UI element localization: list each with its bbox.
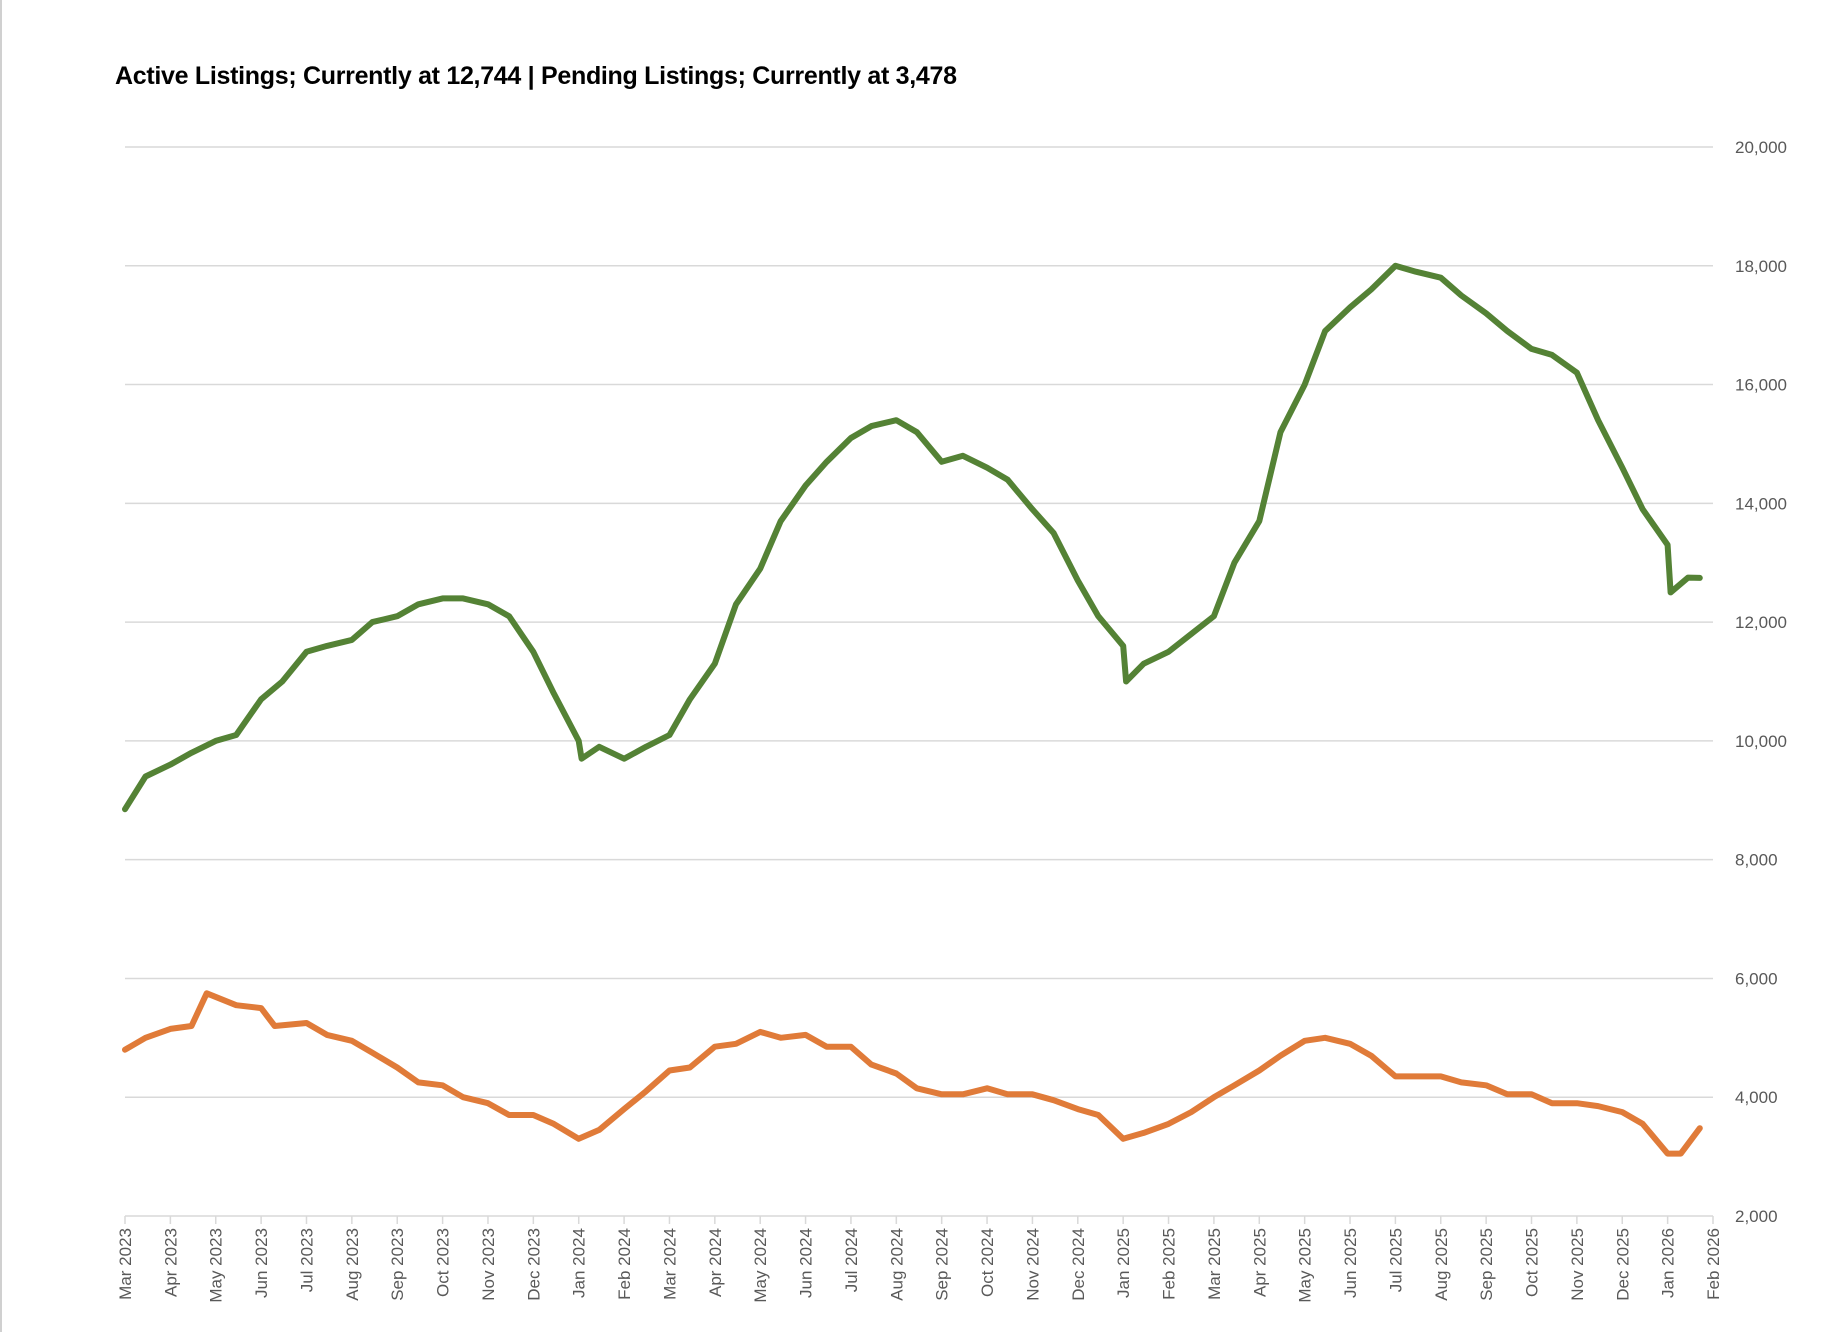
chart-title: Active Listings; Currently at 12,744 | P… xyxy=(115,62,957,90)
x-tick-label: May 2024 xyxy=(751,1228,770,1303)
x-tick-label: Apr 2023 xyxy=(161,1228,180,1297)
x-tick-label: Apr 2025 xyxy=(1250,1228,1269,1297)
y-tick-label: 14,000 xyxy=(1735,494,1787,513)
x-tick-label: Mar 2023 xyxy=(116,1228,135,1300)
x-tick-label: Nov 2023 xyxy=(479,1228,498,1301)
x-tick-label: Oct 2023 xyxy=(434,1228,453,1297)
x-tick-label: Feb 2026 xyxy=(1704,1228,1723,1300)
x-tick-label: May 2023 xyxy=(207,1228,226,1303)
y-tick-label: 20,000 xyxy=(1735,138,1787,157)
x-tick-label: Jun 2025 xyxy=(1341,1228,1360,1298)
x-tick-label: Jan 2024 xyxy=(570,1228,589,1298)
x-tick-label: Sep 2023 xyxy=(388,1228,407,1301)
y-tick-label: 10,000 xyxy=(1735,732,1787,751)
x-tick-label: Sep 2025 xyxy=(1477,1228,1496,1301)
y-tick-label: 12,000 xyxy=(1735,613,1787,632)
x-tick-label: Jul 2023 xyxy=(297,1228,316,1292)
x-tick-label: Nov 2024 xyxy=(1023,1228,1042,1301)
y-tick-label: 18,000 xyxy=(1735,257,1787,276)
x-tick-label: Aug 2023 xyxy=(343,1228,362,1301)
x-tick-label: May 2025 xyxy=(1296,1228,1315,1303)
x-tick-label: Feb 2024 xyxy=(615,1228,634,1300)
x-tick-label: Jun 2023 xyxy=(252,1228,271,1298)
y-tick-label: 6,000 xyxy=(1735,969,1778,988)
x-tick-label: Jul 2024 xyxy=(842,1228,861,1292)
x-tick-label: Dec 2023 xyxy=(524,1228,543,1301)
y-tick-label: 2,000 xyxy=(1735,1207,1778,1226)
x-tick-label: Dec 2025 xyxy=(1613,1228,1632,1301)
x-tick-label: Aug 2024 xyxy=(887,1228,906,1301)
pending-listings-line xyxy=(122,990,1703,1157)
x-tick-label: Apr 2024 xyxy=(706,1228,725,1297)
x-tick-label: Jan 2025 xyxy=(1114,1228,1133,1298)
x-tick-label: Feb 2025 xyxy=(1160,1228,1179,1300)
x-tick-label: Oct 2025 xyxy=(1523,1228,1542,1297)
x-tick-label: Aug 2025 xyxy=(1432,1228,1451,1301)
y-tick-label: 4,000 xyxy=(1735,1088,1778,1107)
x-tick-label: Oct 2024 xyxy=(978,1228,997,1297)
x-tick-label: Sep 2024 xyxy=(933,1228,952,1301)
x-tick-label: Mar 2024 xyxy=(660,1228,679,1300)
active-listings-line xyxy=(122,262,1703,813)
y-tick-label: 16,000 xyxy=(1735,376,1787,395)
x-tick-label: Jun 2024 xyxy=(797,1228,816,1298)
y-tick-label: 8,000 xyxy=(1735,851,1778,870)
x-tick-label: Jan 2026 xyxy=(1659,1228,1678,1298)
x-tick-label: Mar 2025 xyxy=(1205,1228,1224,1300)
x-tick-label: Dec 2024 xyxy=(1069,1228,1088,1301)
x-tick-label: Nov 2025 xyxy=(1568,1228,1587,1301)
x-tick-label: Jul 2025 xyxy=(1386,1228,1405,1292)
